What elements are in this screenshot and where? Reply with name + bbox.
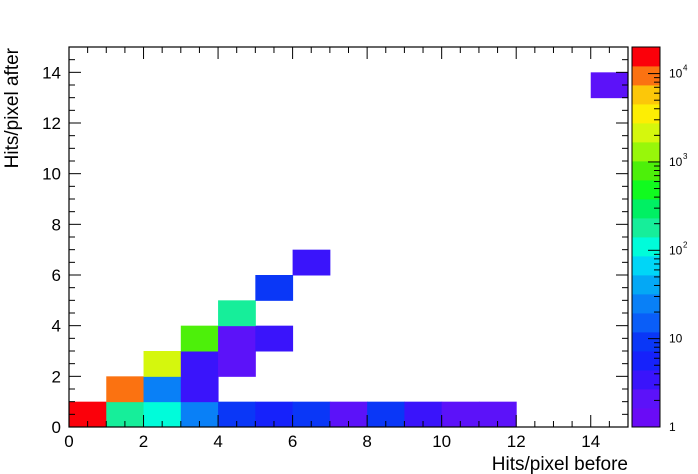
colorbar-segment: [632, 351, 660, 371]
x-tick-label: 8: [362, 432, 371, 451]
colorbar-tick-label: 10: [669, 243, 683, 257]
x-tick-label: 0: [64, 432, 73, 451]
y-tick-label: 8: [52, 215, 61, 234]
heatmap-bin: [180, 351, 219, 377]
y-tick-label: 2: [52, 367, 61, 386]
heatmap-bin: [180, 325, 219, 352]
bins-layer: [69, 72, 629, 428]
colorbar-segment: [632, 104, 660, 124]
heatmap-bin: [218, 351, 256, 377]
x-tick-label: 14: [581, 432, 600, 451]
colorbar-segment: [632, 142, 660, 162]
axes: 0 2 4 6 8 10 12 14 0 2 4 6 8 10 12 14: [42, 46, 629, 451]
colorbar-tick-label: 10: [669, 155, 683, 169]
heatmap-bin: [218, 300, 256, 327]
colorbar-segment: [632, 408, 660, 428]
colorbar-segment: [632, 85, 660, 105]
x-tick-label: 10: [432, 432, 451, 451]
colorbar-segment: [632, 66, 660, 86]
heatmap-bin: [292, 249, 331, 276]
heatmap-bin: [218, 325, 256, 352]
colorbar-tick-exponent: 2: [683, 240, 688, 249]
x-tick-label: 4: [213, 432, 222, 451]
heatmap-bin: [143, 351, 182, 377]
colorbar-segment: [632, 199, 660, 219]
colorbar-tick-label: 10: [669, 67, 683, 81]
heatmap-bin: [143, 376, 182, 403]
x-tick-label: 12: [507, 432, 526, 451]
colorbar-segment: [632, 313, 660, 333]
y-tick-label: 4: [52, 317, 61, 336]
y-tick-label: 0: [52, 418, 61, 437]
x-tick-label: 6: [288, 432, 297, 451]
colorbar-border: [631, 46, 661, 428]
y-axis-title: Hits/pixel after: [2, 47, 23, 168]
heatmap-bin: [180, 376, 219, 403]
colorbar-segment: [632, 237, 660, 257]
heatmap-bin: [255, 275, 294, 301]
y-tick-label: 6: [52, 266, 61, 285]
colorbar-segment: [632, 180, 660, 200]
colorbar-segment: [632, 218, 660, 238]
x-tick-label: 2: [139, 432, 148, 451]
colorbar-tick-exponent: 4: [683, 64, 688, 73]
colorbar-segment: [632, 256, 660, 276]
colorbar-segment: [632, 370, 660, 390]
colorbar-segment: [632, 294, 660, 314]
colorbar-segment: [632, 275, 660, 295]
colorbar-segment: [632, 47, 660, 67]
heatmap-bin: [255, 325, 294, 352]
colorbar-tick-label: 10: [669, 332, 683, 346]
colorbar-segment: [632, 123, 660, 143]
colorbar-tick-label: 1: [669, 420, 676, 434]
x-axis-title: Hits/pixel before: [492, 454, 628, 474]
y-tick-label: 10: [42, 165, 61, 184]
colorbar-tick-exponent: 3: [683, 152, 688, 161]
y-tick-label: 14: [42, 63, 61, 82]
colorbar-segment: [632, 332, 660, 352]
colorbar-segment: [632, 389, 660, 409]
colorbar-segment: [632, 161, 660, 181]
heatmap-bin: [106, 376, 145, 403]
y-tick-label: 12: [42, 114, 61, 133]
